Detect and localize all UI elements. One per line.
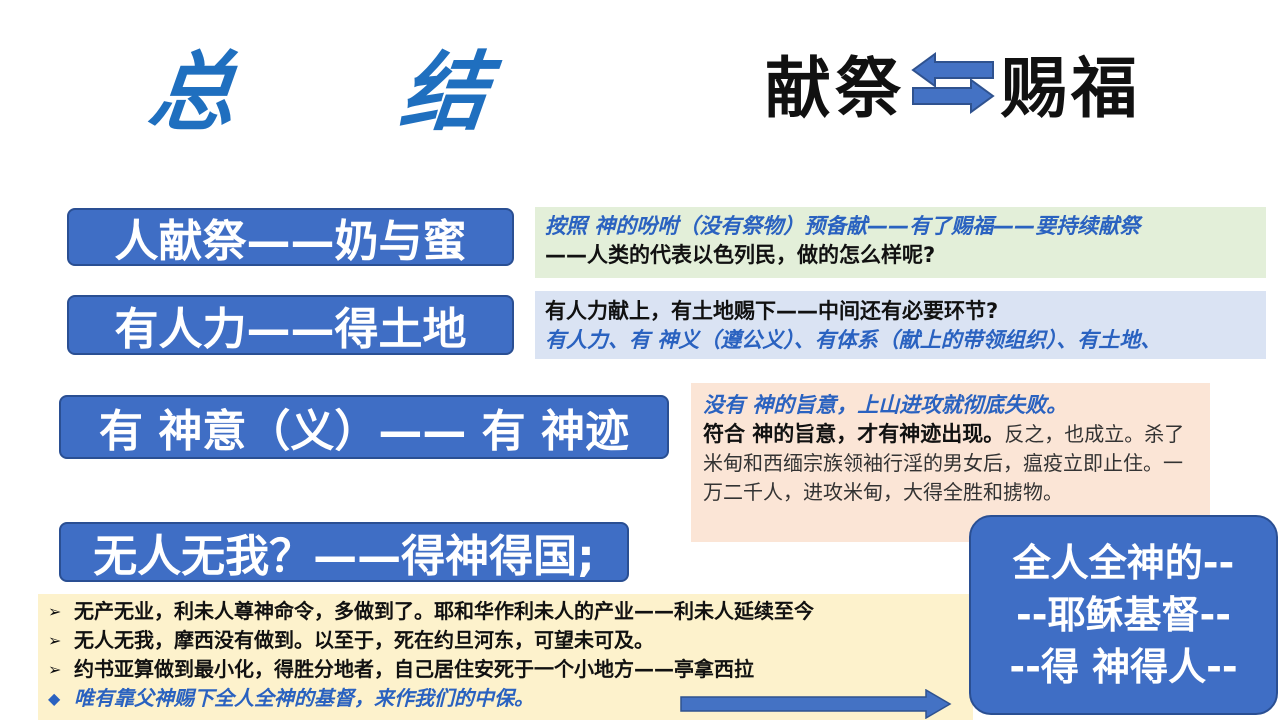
pill-manpower-land: 有人力——得土地 [67,295,514,355]
list-item: ➢ 无人无我，摩西没有做到。以至于，死在约旦河东，可望未可及。 [48,626,963,655]
summary-list: ➢ 无产无业，利未人尊神命令，多做到了。耶和华作利未人的产业——利未人延续至今 ➢… [38,594,973,720]
arrow-bullet-icon: ➢ [48,631,62,650]
list-item: ➢ 约书亚算做到最小化，得胜分地者，自己居住安死于一个小地方——亭拿西拉 [48,655,963,684]
arrow-bullet-icon: ➢ [48,602,62,621]
note-line: 有人力献上，有土地赐下——中间还有必要环节? [545,299,999,323]
page-title: 总 结 [143,43,561,143]
list-item: ◆ 唯有靠父神赐下全人全神的基督，来作我们的中保。 [48,684,963,713]
list-item: ➢ 无产无业，利未人尊神命令，多做到了。耶和华作利未人的产业——利未人延续至今 [48,597,963,626]
conclusion-line: --得 神得人-- [1009,645,1238,689]
note-line: ——人类的代表以色列民，做的怎么样呢? [545,243,936,267]
offering-word: 献祭 [765,49,905,127]
conclusion-box: 全人全神的-- --耶稣基督-- --得 神得人-- [969,515,1278,715]
exchange-arrows-icon [911,52,995,114]
note-line: 没有 神的旨意，上山进攻就彻底失败。 [703,393,1068,417]
note-line: 有人力、有 神义（遵公义）、有体系（献上的带领组织）、有土地、 [545,328,1162,352]
note-normal: 反之，也成立。杀了米甸和西缅宗族领袖行淫的男女后，瘟疫立即止住。一万二千人，进攻… [703,422,1185,504]
blessing-word: 赐福 [1001,49,1141,127]
right-arrow-icon [680,689,952,719]
note-bold: 符合 神的旨意，才有神迹出现。 [703,422,1005,446]
note-box-blue: 有人力献上，有土地赐下——中间还有必要环节? 有人力、有 神义（遵公义）、有体系… [535,291,1266,359]
pill-offering-milk-honey: 人献祭——奶与蜜 [67,208,514,267]
pill-will-miracle: 有 神意（义）—— 有 神迹 [59,395,669,459]
conclusion-line: 全人全神的-- [1012,541,1235,585]
pill-selfless-kingdom: 无人无我？——得神得国; [59,522,629,582]
conclusion-line: --耶稣基督-- [1015,593,1232,637]
exchange-header: 献祭 赐福 [765,38,1141,128]
note-paragraph: 符合 神的旨意，才有神迹出现。反之，也成立。杀了米甸和西缅宗族领袖行淫的男女后，… [703,420,1198,507]
diamond-bullet-icon: ◆ [48,689,61,708]
note-box-green: 按照 神的吩咐（没有祭物）预备献——有了赐福——要持续献祭 ——人类的代表以色列… [535,207,1266,278]
note-box-peach: 没有 神的旨意，上山进攻就彻底失败。 符合 神的旨意，才有神迹出现。反之，也成立… [691,383,1210,542]
arrow-bullet-icon: ➢ [48,660,62,679]
note-line: 按照 神的吩咐（没有祭物）预备献——有了赐福——要持续献祭 [545,214,1141,238]
